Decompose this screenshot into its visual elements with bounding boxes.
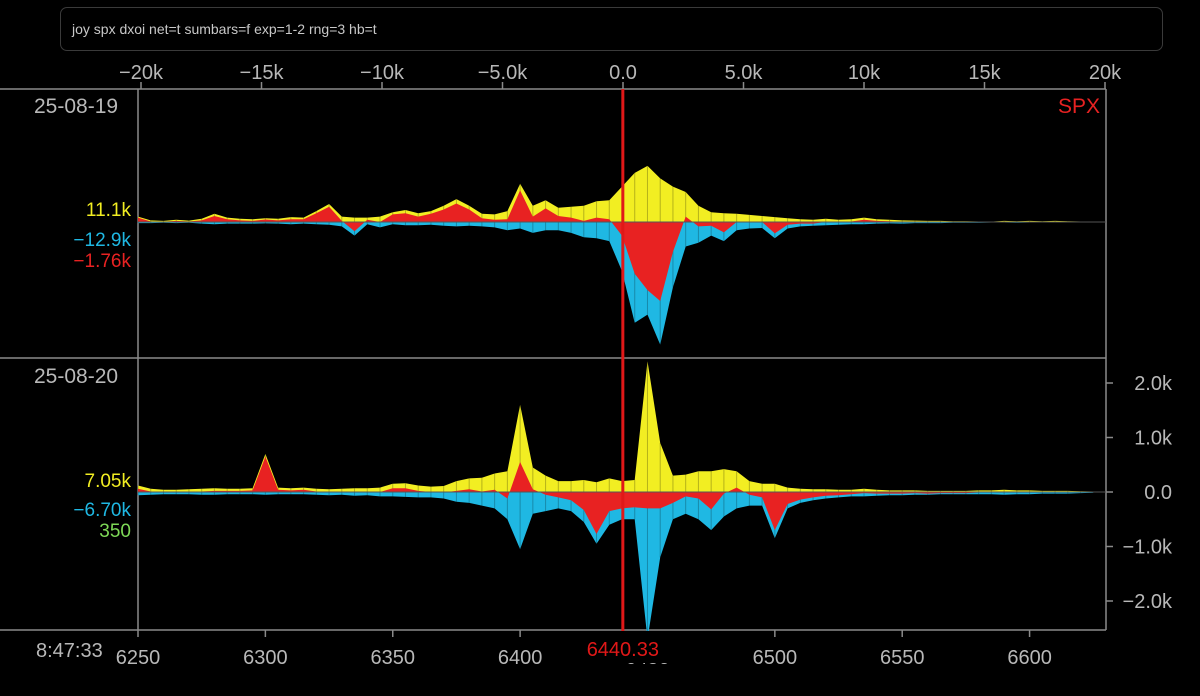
top-x-tick-label: −10k	[360, 62, 405, 84]
puts-total: −6.70k	[73, 500, 131, 521]
top-x-tick-label: −20k	[119, 62, 164, 84]
top-x-tick-label: −5.0k	[478, 62, 528, 84]
chart-frame	[0, 88, 1107, 631]
command-text: joy spx dxoi net=t sumbars=f exp=1-2 rng…	[72, 21, 377, 37]
spot-label-bg	[570, 631, 675, 663]
right-y-tick-label: 2.0k	[1134, 373, 1173, 395]
symbol-label: SPX	[1058, 95, 1100, 118]
bottom-x-tick-label: 6600	[1007, 647, 1052, 669]
bottom-x-tick-label: 6250	[116, 647, 161, 669]
top-x-tick-label: 20k	[1089, 62, 1122, 84]
bottom-x-tick-label: 6350	[370, 647, 415, 669]
top-x-tick-label: 0.0	[609, 62, 637, 84]
right-y-tick-label: −1.0k	[1123, 537, 1173, 559]
spot-marker: 6440.33	[570, 89, 675, 663]
panel-date: 25-08-19	[34, 95, 118, 118]
time-label: 8:47:33	[36, 640, 103, 662]
top-x-tick-label: 5.0k	[725, 62, 764, 84]
bottom-x-axis: 62506300635064006450650065506600	[116, 630, 1052, 669]
command-input[interactable]: joy spx dxoi net=t sumbars=f exp=1-2 rng…	[60, 7, 1163, 51]
puts-area	[138, 222, 1094, 345]
calls-area	[138, 361, 1094, 492]
calls-total: 11.1k	[86, 200, 132, 221]
top-x-tick-label: 10k	[848, 62, 881, 84]
calls-total: 7.05k	[85, 471, 132, 492]
net-area	[138, 456, 1094, 534]
right-y-tick-label: −2.0k	[1123, 591, 1173, 613]
right-y-tick-label: 0.0	[1144, 482, 1172, 504]
net-total: 350	[99, 521, 131, 542]
spot-label: 6440.33	[587, 639, 659, 661]
net-total: −1.76k	[73, 251, 131, 272]
right-y-tick-label: 1.0k	[1134, 428, 1173, 450]
top-x-tick-label: 15k	[968, 62, 1001, 84]
panel-date-1: 25-08-19 11.1k −12.9k−1.76k	[34, 95, 1106, 345]
bottom-x-tick-label: 6400	[498, 647, 543, 669]
bottom-x-tick-label: 6500	[753, 647, 798, 669]
puts-total: −12.9k	[73, 230, 131, 251]
calls-area	[138, 165, 1094, 222]
right-y-axis: 2.0k 1.0k 0.0 −1.0k −2.0k	[1106, 373, 1173, 613]
bottom-x-tick-label: 6550	[880, 647, 925, 669]
puts-area	[138, 492, 1094, 640]
top-x-axis: −20k −15k −10k −5.0k 0.0 5.0k 10k 15k 20k	[119, 62, 1122, 89]
bottom-x-tick-label: 6300	[243, 647, 288, 669]
panel-date: 25-08-20	[34, 365, 118, 388]
top-x-tick-label: −15k	[240, 62, 285, 84]
